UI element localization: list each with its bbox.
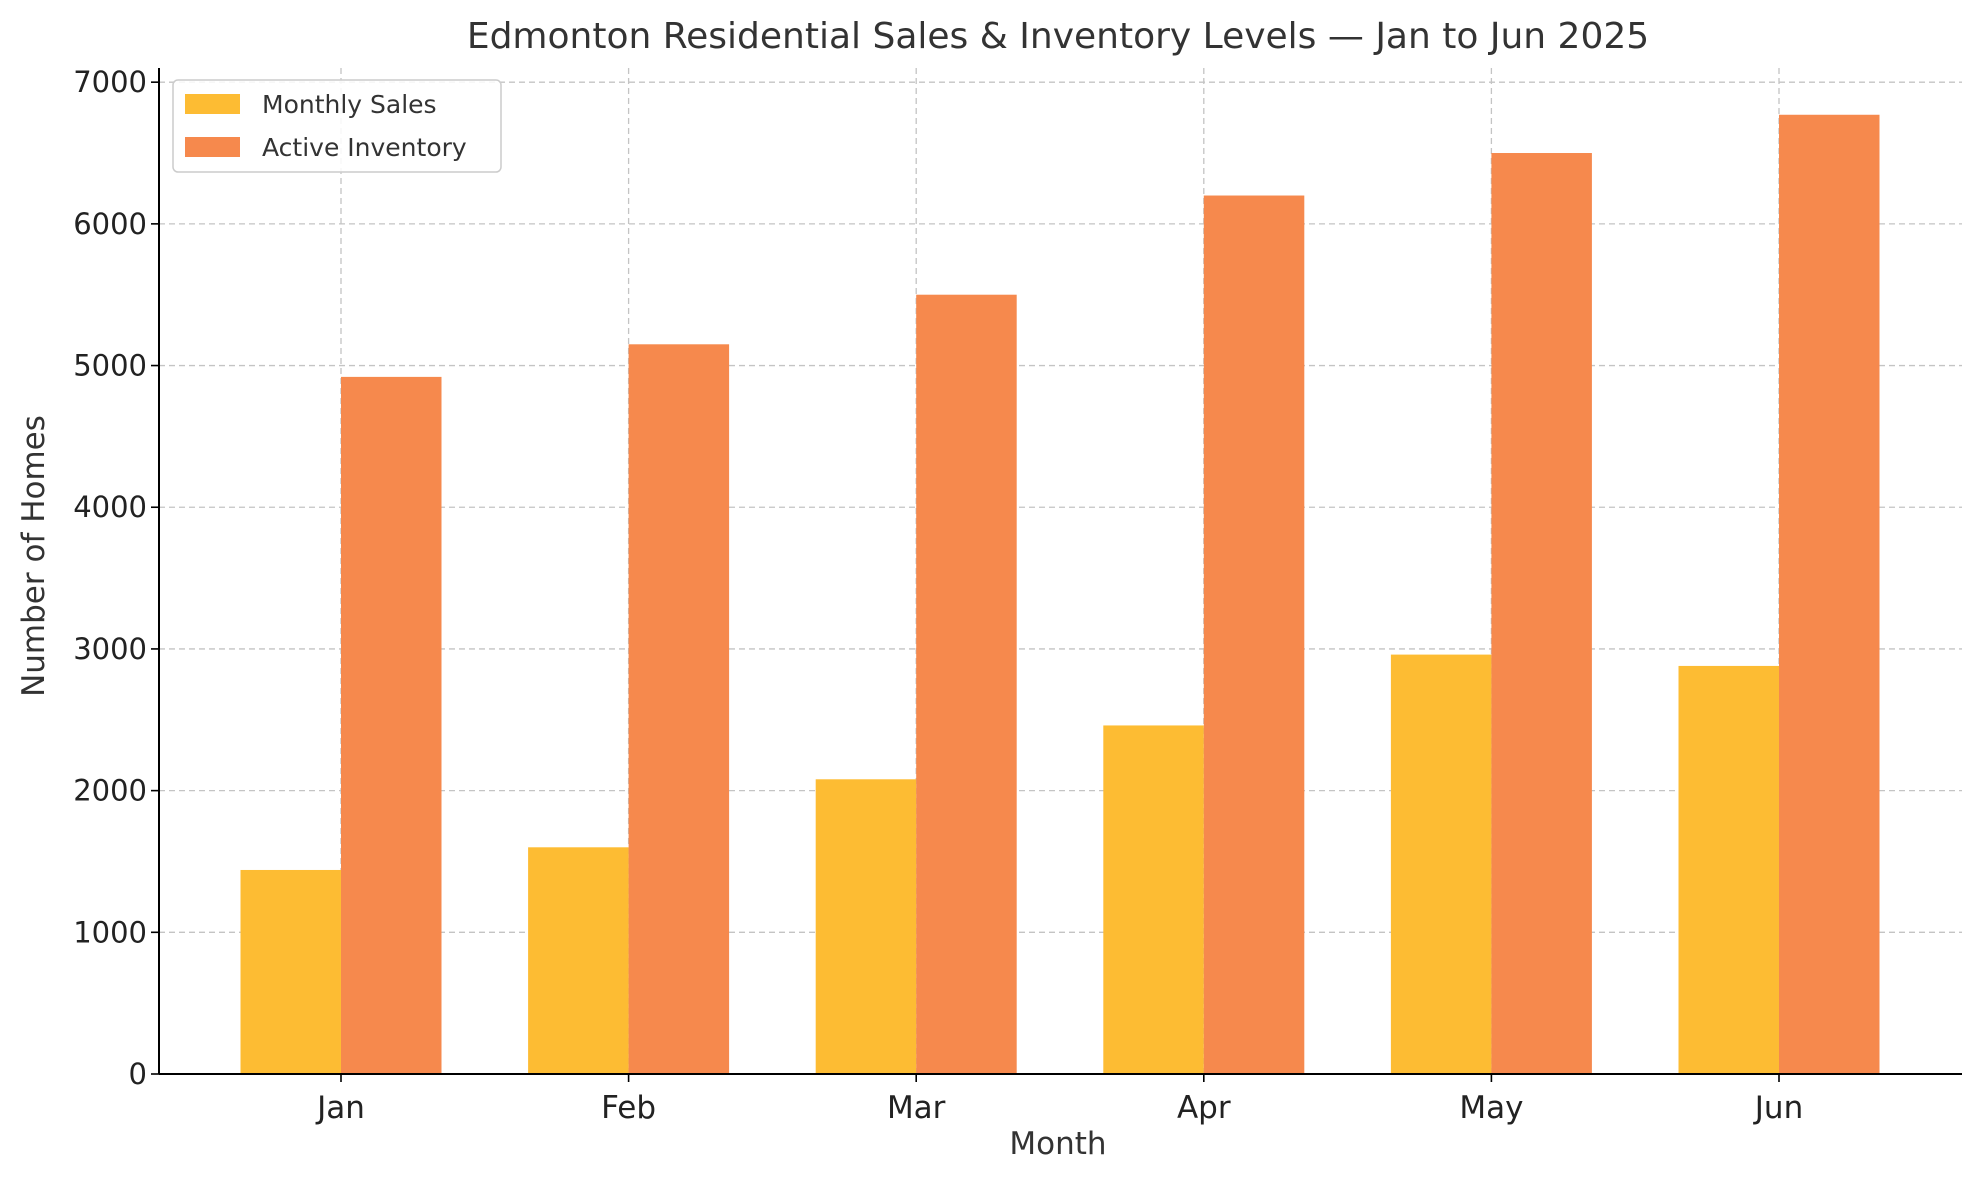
bars xyxy=(240,114,1880,1075)
x-axis-ticks: Jan Feb Mar Apr May Jun xyxy=(315,1074,1803,1126)
bar-monthly-sales-jan xyxy=(240,869,341,1074)
axes xyxy=(158,68,1962,1075)
bar-monthly-sales-mar xyxy=(815,779,917,1074)
y-axis-ticks: 0 1000 2000 3000 4000 5000 6000 7000 xyxy=(73,65,159,1091)
legend: Monthly Sales Active Inventory xyxy=(172,79,502,173)
y-tick-label: 1000 xyxy=(73,915,147,949)
bar-active-inventory-jun xyxy=(1779,114,1880,1074)
y-tick-label: 5000 xyxy=(73,349,147,383)
bar-active-inventory-feb xyxy=(628,344,730,1074)
y-tick-label: 4000 xyxy=(73,490,147,524)
legend-label-active-inventory: Active Inventory xyxy=(262,133,467,162)
x-tick-label-jan: Jan xyxy=(315,1090,365,1126)
x-tick-label-feb: Feb xyxy=(601,1090,656,1126)
x-axis-label: Month xyxy=(1009,1126,1106,1162)
x-tick-label-mar: Mar xyxy=(887,1090,946,1126)
y-tick-label: 2000 xyxy=(73,774,147,808)
x-tick-label-jun: Jun xyxy=(1753,1090,1803,1126)
bar-active-inventory-apr xyxy=(1203,195,1305,1075)
x-tick-label-may: May xyxy=(1459,1090,1523,1126)
x-tick-label-apr: Apr xyxy=(1177,1090,1231,1126)
legend-box xyxy=(172,79,502,173)
legend-label-monthly-sales: Monthly Sales xyxy=(262,90,437,119)
y-axis-label: Number of Homes xyxy=(16,415,52,697)
bar-monthly-sales-may xyxy=(1390,654,1492,1074)
legend-swatch-monthly-sales xyxy=(185,94,240,114)
y-tick-label: 6000 xyxy=(73,207,147,241)
y-tick-label: 3000 xyxy=(73,632,147,666)
chart-title: Edmonton Residential Sales & Inventory L… xyxy=(467,16,1649,57)
bar-monthly-sales-jun xyxy=(1678,665,1779,1074)
legend-swatch-active-inventory xyxy=(185,137,240,157)
bar-monthly-sales-feb xyxy=(528,847,629,1074)
y-tick-label: 7000 xyxy=(73,65,147,99)
bar-active-inventory-mar xyxy=(916,294,1017,1074)
bar-active-inventory-jan xyxy=(341,376,442,1074)
bar-active-inventory-may xyxy=(1491,153,1592,1074)
y-tick-label: 0 xyxy=(129,1057,147,1091)
bar-monthly-sales-apr xyxy=(1103,725,1204,1074)
